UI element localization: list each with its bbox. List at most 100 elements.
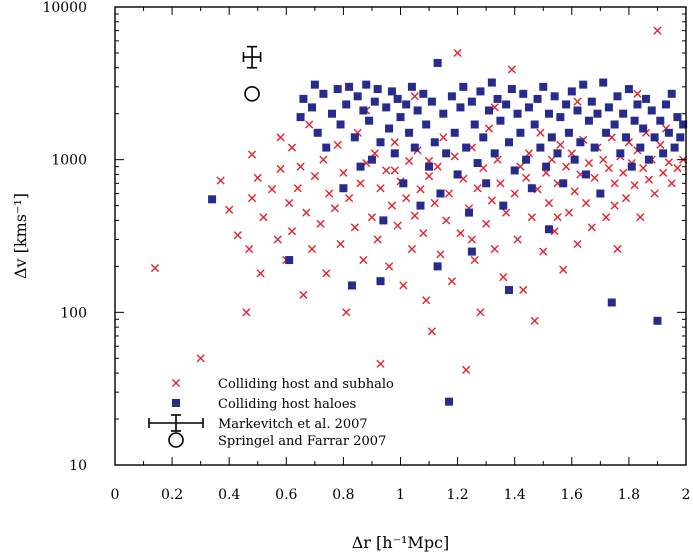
subhalo-point <box>376 359 385 368</box>
host-halo-point <box>370 97 379 106</box>
subhalo-point <box>293 184 302 193</box>
legend-errorbar-icon <box>148 414 204 432</box>
host-halo-point <box>336 120 345 129</box>
host-halo-point <box>385 124 394 133</box>
host-halo-point <box>479 133 488 142</box>
cross-stroke <box>233 231 242 240</box>
subhalo-point <box>422 296 431 305</box>
cross-stroke <box>359 255 368 265</box>
subhalo-point <box>650 189 659 198</box>
host-halo-point <box>473 159 482 168</box>
host-halo-point <box>553 149 562 158</box>
cross-stroke <box>410 211 419 220</box>
host-halo-point <box>676 133 685 142</box>
subhalo-point <box>345 194 354 203</box>
subhalo-point <box>621 194 631 203</box>
cross-stroke <box>316 219 325 228</box>
host-halo-point <box>622 133 631 142</box>
subhalo-point <box>436 250 445 259</box>
cross-stroke <box>587 223 596 232</box>
cross-stroke <box>356 179 365 188</box>
x-tick-label: 0 <box>111 487 120 503</box>
cross-stroke <box>287 227 297 236</box>
subhalo-point <box>356 179 365 188</box>
cross-stroke <box>530 316 539 325</box>
host-halo-point <box>353 92 362 101</box>
cross-stroke <box>584 158 594 168</box>
host-halo-point <box>285 256 294 265</box>
host-halo-point <box>633 100 642 109</box>
host-halo-point <box>550 92 559 101</box>
subhalo-point <box>556 140 565 149</box>
cross-stroke <box>519 285 528 295</box>
legend-item: Springel and Farrar 2007 <box>168 432 386 449</box>
subhalo-point <box>564 208 574 217</box>
subhalo-point <box>419 229 428 238</box>
cross-stroke <box>479 164 488 173</box>
cross-stroke <box>633 89 642 98</box>
subhalo-point <box>319 155 328 164</box>
cross-stroke <box>242 308 251 317</box>
subhalo-point <box>390 166 399 175</box>
host-halo-point <box>379 216 388 225</box>
cross-stroke <box>245 244 254 254</box>
host-halo-point <box>405 128 414 137</box>
cross-stroke <box>390 166 399 175</box>
subhalo-point <box>322 269 331 278</box>
x-tick-label: 2 <box>682 487 691 503</box>
cross-stroke <box>393 221 402 230</box>
subhalo-point <box>476 308 485 317</box>
host-halo-point <box>413 106 422 115</box>
cross-stroke <box>293 184 302 193</box>
host-halo-point <box>430 138 439 147</box>
host-halo-point <box>376 277 385 286</box>
subhalo-point <box>467 235 476 244</box>
cross-stroke <box>442 216 451 225</box>
axis-ticks: 0 0.2 0.4 0.6 0.8 1 1.2 1.4 1.6 1.8 2 10 100 1000 1000… <box>42 0 690 503</box>
cross-stroke <box>267 185 277 194</box>
subhalo-point <box>333 140 342 149</box>
cross-stroke <box>367 213 377 222</box>
cross-stroke <box>407 244 417 254</box>
host-halo-point <box>562 100 571 109</box>
subhalo-point <box>285 198 294 208</box>
x-tick-label: 1.4 <box>504 487 526 503</box>
subhalo-point <box>636 213 645 222</box>
host-halo-point <box>373 85 382 94</box>
cross-stroke <box>384 262 394 271</box>
cross-stroke <box>544 198 554 208</box>
subhalo-point <box>507 65 516 74</box>
legend-item: Colliding host and subhalo <box>171 377 394 392</box>
subhalo-point <box>339 168 348 177</box>
subhalo-point <box>590 173 599 182</box>
host-halo-point <box>465 208 474 217</box>
host-halo-point <box>647 106 656 115</box>
host-halo-point <box>584 116 593 125</box>
subhalo-point <box>247 150 257 159</box>
subhalo-point <box>633 89 642 98</box>
host-halo-point <box>419 89 428 98</box>
host-halo-point <box>422 120 431 129</box>
y-tick-label: 1000 <box>51 153 87 169</box>
subhalo-point <box>196 354 205 363</box>
subhalo-point <box>630 181 639 190</box>
host-halo-point <box>442 149 451 158</box>
cross-stroke <box>342 308 351 317</box>
cross-stroke <box>171 378 181 388</box>
host-halo-point <box>650 133 659 142</box>
subhalo-point <box>253 173 262 182</box>
host-halo-point <box>376 138 385 147</box>
x-tick-label: 1 <box>396 487 405 503</box>
cross-stroke <box>276 164 285 173</box>
cross-stroke <box>305 120 314 129</box>
subhalo-point <box>656 140 665 149</box>
subhalo-point <box>639 164 648 173</box>
subhalo-point <box>444 189 454 198</box>
subhalo-point <box>539 247 548 256</box>
subhalo-point <box>287 143 297 152</box>
host-halo-point <box>639 124 648 133</box>
cross-stroke <box>556 140 565 149</box>
host-halo-point <box>573 106 582 115</box>
markevitch-point <box>242 45 262 69</box>
